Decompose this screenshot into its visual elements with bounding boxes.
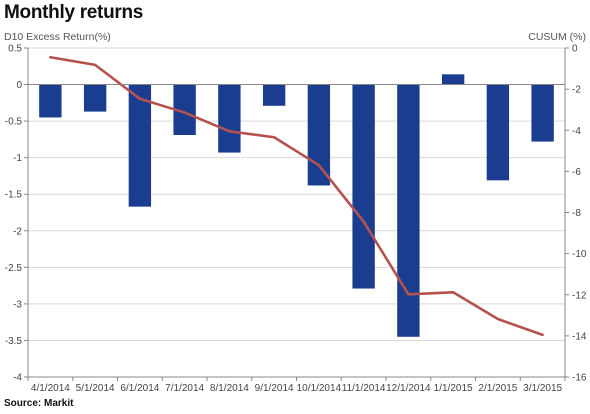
y-left-axis-title: D10 Excess Return(%): [4, 31, 111, 43]
y-left-tick-label: -2.5: [5, 263, 23, 274]
cusum-point: [362, 220, 365, 223]
bar: [531, 84, 554, 142]
x-tick-label: 3/1/2015: [523, 383, 562, 394]
bar: [397, 84, 420, 337]
bar: [128, 84, 152, 207]
y-right-tick-label: -16: [572, 373, 587, 384]
cusum-point: [273, 136, 275, 139]
y-right-tick-label: -6: [572, 167, 581, 178]
bar: [486, 84, 510, 181]
bar: [441, 74, 465, 85]
y-left-tick-label: -3: [13, 299, 22, 310]
y-right-tick-label: 0: [572, 44, 578, 55]
y-left-tick-label: -1.5: [5, 190, 23, 201]
bar: [39, 84, 62, 118]
x-tick-label: 10/1/2014: [297, 383, 342, 394]
cusum-point: [183, 111, 186, 114]
y-right-tick-label: -8: [572, 208, 581, 219]
y-right-tick-label: -12: [572, 290, 587, 301]
y-right-tick-label: -14: [572, 331, 587, 342]
x-tick-label: 11/1/2014: [342, 383, 386, 394]
x-tick-label: 2/1/2015: [478, 383, 517, 394]
y-right-tick-label: -2: [572, 85, 581, 96]
cusum-point: [407, 293, 410, 296]
chart-title: Monthly returns: [4, 2, 144, 23]
gridlines: [28, 47, 565, 378]
y-right-axis-title: CUSUM (%): [528, 31, 586, 43]
cusum-point: [94, 64, 96, 66]
y-right-tick-label: -10: [572, 249, 587, 260]
bar: [218, 84, 241, 153]
x-tick-label: 5/1/2014: [76, 383, 115, 394]
cusum-point: [228, 130, 231, 133]
chart-source: Source: Markit: [4, 398, 74, 409]
y-left-tick-label: -4: [13, 373, 22, 384]
bar: [262, 84, 286, 106]
cusum-line: [49, 55, 544, 337]
bar: [307, 84, 331, 186]
y-left-tick-label: -0.5: [5, 117, 23, 128]
y-left-tick-label: 0: [16, 80, 22, 91]
cusum-point: [452, 291, 454, 294]
x-tick-label: 8/1/2014: [210, 383, 249, 394]
bar: [352, 84, 375, 289]
bar: [173, 84, 196, 136]
cusum-point: [541, 334, 544, 336]
x-tick-label: 1/1/2015: [434, 383, 473, 394]
y-left-tick-label: 0.5: [8, 44, 22, 55]
axes: 0.5 0 -0.5 -1 -1.5 -2 -2.5 -3 -3.5 -4 0 -2 -4 -6 -8 -10…: [5, 44, 587, 395]
x-tick-label: 4/1/2014: [31, 383, 70, 394]
bar: [83, 84, 107, 112]
x-tick-label: 6/1/2014: [120, 383, 159, 394]
y-left-tick-label: -1: [13, 153, 22, 164]
cusum-point: [318, 164, 320, 167]
y-right-tick-label: -4: [572, 126, 581, 137]
cusum-point: [49, 56, 52, 59]
cusum-point: [139, 97, 141, 100]
y-left-tick-label: -2: [13, 226, 22, 237]
x-tick-label: 12/1/2014: [386, 383, 431, 394]
cusum-point: [497, 318, 499, 320]
x-tick-label: 7/1/2014: [165, 383, 204, 394]
y-left-tick-label: -3.5: [5, 336, 23, 347]
bar-series: [39, 74, 554, 337]
line-series: [49, 55, 544, 337]
x-tick-label: 9/1/2014: [255, 383, 294, 394]
